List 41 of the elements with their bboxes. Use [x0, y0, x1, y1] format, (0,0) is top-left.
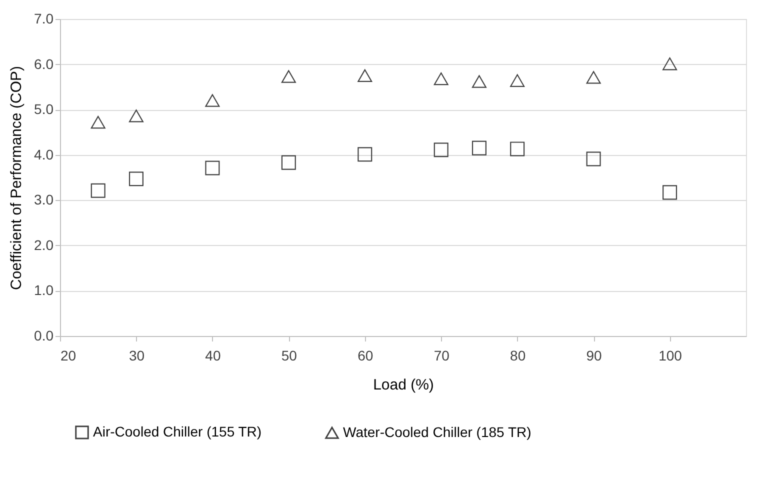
point: [472, 140, 486, 156]
y-tick-label: 4.0: [34, 146, 54, 162]
x-tick-label: 80: [510, 348, 526, 364]
x-axis-title: Load (%): [373, 376, 434, 394]
y-tick-label: 2.0: [34, 236, 54, 253]
point: [434, 142, 448, 158]
point: [281, 70, 296, 83]
y-tick-label: 0.0: [34, 328, 54, 344]
point: [662, 185, 678, 200]
point: [472, 75, 486, 88]
y-tick-label: 3.0: [34, 192, 54, 208]
legend-label: Air-Cooled Chiller (155 TR): [93, 423, 262, 440]
point: [662, 57, 678, 70]
legend-label: Water-Cooled Chiller (185 TR): [343, 424, 532, 440]
y-tick-label: 7.0: [34, 10, 54, 26]
point: [358, 69, 372, 82]
point: [358, 147, 372, 162]
x-tick-label: 70: [434, 348, 450, 364]
point: [90, 116, 106, 129]
x-tick-label: 30: [128, 348, 145, 364]
y-tick-label: 1.0: [34, 282, 54, 298]
x-tick-label: 40: [205, 348, 221, 364]
y-axis-title: Coefficient of Performance (COP): [8, 66, 26, 290]
y-tick-label: 5.0: [34, 101, 54, 118]
point: [586, 71, 601, 84]
x-tick-label: 20: [60, 348, 76, 364]
point: [510, 74, 525, 87]
point: [128, 110, 144, 122]
x-tick-label: 50: [281, 348, 298, 364]
point: [281, 155, 296, 170]
point: [205, 94, 220, 107]
point: [434, 72, 448, 86]
x-tick-label: 90: [586, 348, 602, 364]
point: [510, 142, 525, 156]
y-tick-label: 6.0: [34, 56, 54, 72]
point: [586, 152, 601, 166]
point: [90, 183, 106, 198]
point: [205, 160, 220, 176]
x-tick-label: 60: [358, 348, 374, 364]
x-tick-label: 100: [658, 348, 682, 364]
point: [128, 172, 144, 186]
